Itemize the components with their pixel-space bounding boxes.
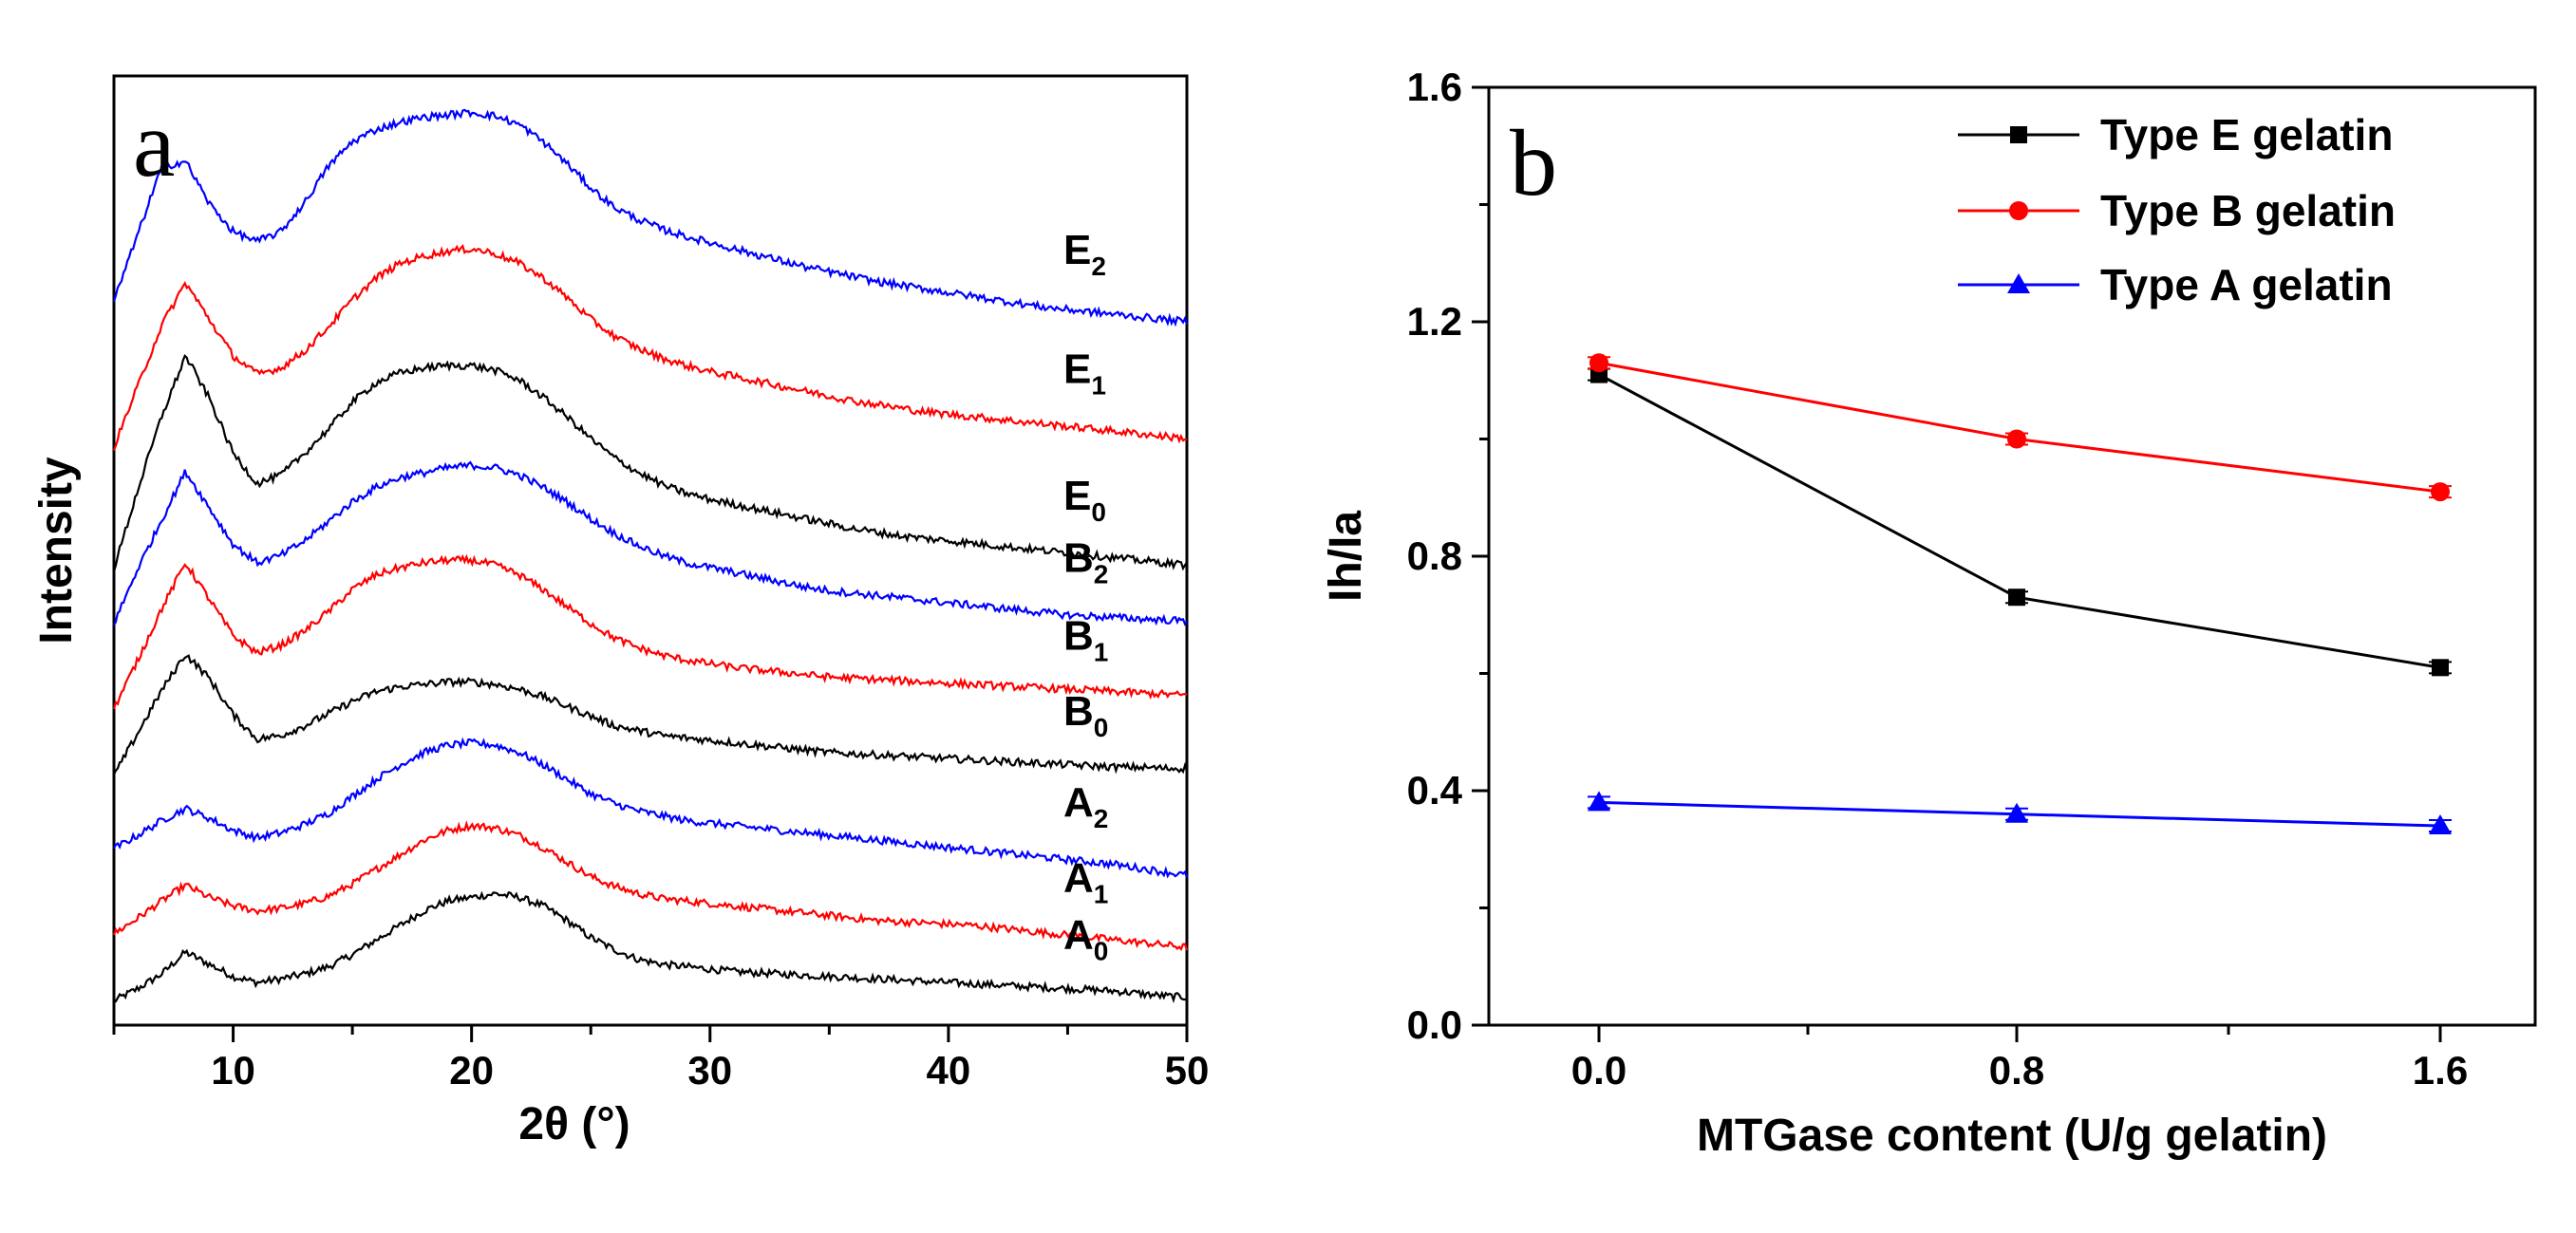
- panel-b-y-tick-label: 0.0: [1407, 1002, 1462, 1047]
- panel-b-point-type-a: [1588, 791, 1610, 812]
- panel-b-x-axis-title: MTGase content (U/g gelatin): [1697, 1111, 2327, 1161]
- panel-b-x-tick-label: 0.8: [1989, 1048, 2044, 1093]
- panel-a-curve-label-a1: A1: [1063, 854, 1108, 908]
- panel-a-curve-label-b0: B0: [1063, 688, 1108, 742]
- legend-marker-type-b: [2009, 201, 2028, 220]
- panel-a-curve-e1: [112, 244, 1187, 451]
- panel-a-curve-a1: [112, 820, 1189, 951]
- panel-b-point-type-a: [2005, 802, 2028, 823]
- panel-b-point-type-e: [2008, 588, 2025, 607]
- panel-a-curve-label-a2: A2: [1063, 779, 1108, 833]
- panel-a-curve-b2: [113, 460, 1188, 626]
- panel-b-line-type-b: [1598, 361, 2441, 494]
- panel-a-curve-label-e1: E1: [1063, 346, 1106, 401]
- panel-a-curve-label-e0: E0: [1063, 473, 1106, 527]
- legend-marker-type-a: [2007, 273, 2030, 293]
- panel-b-y-tick-label: 0.8: [1407, 533, 1462, 578]
- panel-b-y-tick-label: 1.6: [1407, 65, 1462, 109]
- panel-a-x-tick-label: 20: [449, 1048, 494, 1093]
- legend-label-type-b: Type B gelatin: [2100, 186, 2396, 235]
- panel-a-curve-label-a0: A0: [1063, 912, 1108, 966]
- legend-marker-type-e: [2010, 126, 2027, 143]
- legend-label-type-a: Type A gelatin: [2100, 260, 2393, 309]
- panel-b-x-tick-label: 0.0: [1571, 1048, 1626, 1093]
- panel-b-x-tick-label: 1.6: [2413, 1048, 2468, 1093]
- panel-a-curve-a2: [113, 737, 1189, 879]
- panel-a-x-tick-label: 50: [1165, 1048, 1210, 1093]
- panel-a-plot-frame: [112, 74, 1189, 1027]
- panel-b-point-type-b: [2431, 482, 2450, 502]
- panel-a-x-tick-label: 10: [211, 1048, 255, 1093]
- panel-b-point-type-e: [2432, 659, 2449, 677]
- panel-a-x-ticks: 10 20 30 40 50: [112, 1025, 1210, 1093]
- panel-a-y-axis-title: Intensity: [31, 457, 82, 645]
- panel-a-curves: [112, 108, 1189, 1004]
- panel-a-x-tick-label: 40: [927, 1048, 971, 1093]
- panel-a-letter: a: [133, 91, 175, 196]
- panel-b-axis-ticks: 0.0 0.4 0.8 1.2 1.6 0.0 0.8 1.6: [1407, 65, 2469, 1093]
- panel-b-point-type-b: [2007, 429, 2026, 449]
- panel-b-ratio-chart: 0.00.40.81.21.60.0 0.8 1.6 Type E gelatinT…: [1321, 65, 2537, 1161]
- panel-a-x-tick-label: 30: [687, 1048, 732, 1093]
- panel-a-curve-e2: [112, 108, 1189, 327]
- panel-a-curve-a0: [113, 890, 1188, 1004]
- panel-a-curve-e0: [112, 354, 1188, 572]
- legend-label-type-e: Type E gelatin: [2100, 110, 2393, 159]
- panel-b-point-type-a: [2429, 814, 2452, 835]
- panel-a-curve-label-b2: B2: [1063, 534, 1108, 588]
- panel-a-x-axis-title: 2θ (°): [518, 1099, 630, 1149]
- panel-a-curve-b0: [113, 654, 1189, 775]
- panel-b-y-axis-title: Ih/Ia: [1321, 511, 1371, 602]
- panel-a-curve-b1: [112, 553, 1188, 710]
- panel-b-legend: Type E gelatin Type B gelatin Type A gelat…: [1958, 110, 2396, 309]
- panel-b-point-type-b: [1589, 353, 1608, 373]
- panel-a-curve-label-e2: E2: [1063, 227, 1106, 281]
- panel-b-y-tick-label: 1.2: [1407, 299, 1462, 344]
- panel-b-y-tick-label: 0.4: [1407, 768, 1463, 813]
- panel-b-series: [1588, 353, 2452, 835]
- panel-a-curve-label-b1: B1: [1063, 612, 1108, 666]
- panel-b-line-type-e: [1598, 373, 2441, 669]
- panel-b-letter: b: [1510, 110, 1557, 215]
